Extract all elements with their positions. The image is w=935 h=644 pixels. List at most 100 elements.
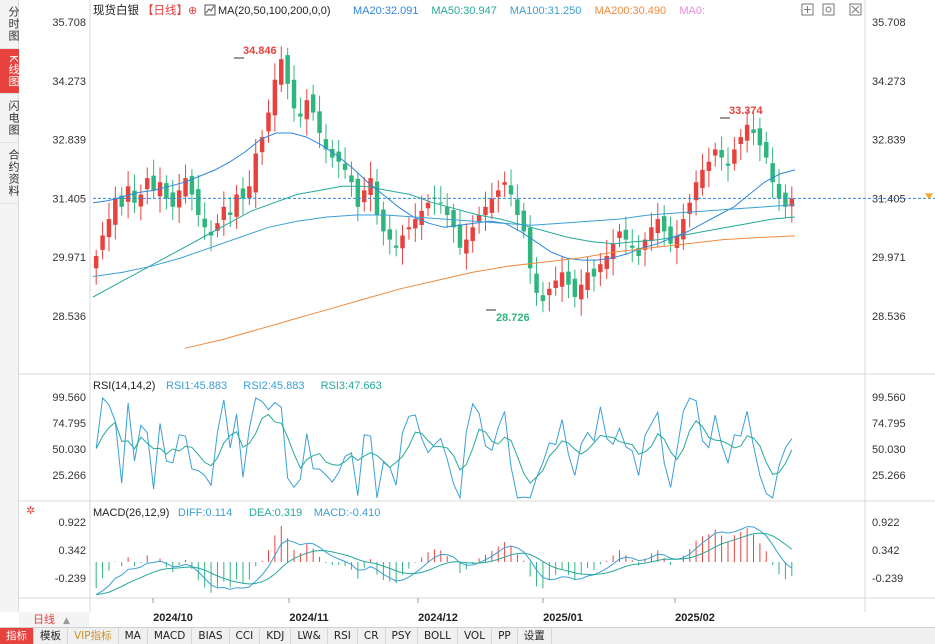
rsi-tick-left: 25.266 <box>52 470 86 482</box>
expand-icon[interactable] <box>801 3 814 16</box>
macd-tick-left: 0.922 <box>58 517 86 529</box>
candle-body <box>476 214 482 222</box>
candle-body <box>355 178 361 207</box>
price-tick-right: 29.971 <box>872 252 906 264</box>
candle-body <box>521 210 527 232</box>
time-tick-label: 2025/02 <box>675 612 715 624</box>
side-tab-0[interactable]: 分时图 <box>0 0 20 49</box>
candle-body <box>566 271 571 285</box>
candle-body <box>183 178 188 197</box>
candle-body <box>604 255 609 270</box>
chart-canvas[interactable]: 现货白银 【日线】 ⊕ MA(20,50,100,200,0,0) MA20:3… <box>0 0 935 627</box>
time-tick-label: 2024/12 <box>418 612 458 624</box>
toolbar-tab-14[interactable]: PP <box>492 628 518 644</box>
toolbar-tab-5[interactable]: BIAS <box>192 628 230 644</box>
side-tab-3[interactable]: 合约资料 <box>0 143 20 205</box>
candle-body <box>534 273 539 293</box>
candle-body <box>540 295 546 302</box>
candle-body <box>700 169 705 189</box>
chart-icon[interactable] <box>204 4 216 16</box>
candle-body <box>655 219 661 234</box>
candle-body <box>406 227 412 230</box>
candle-body <box>553 280 558 289</box>
rsi-tick-right: 50.030 <box>872 444 906 456</box>
candle-body <box>744 124 750 141</box>
candle-body <box>732 149 737 164</box>
candle-body <box>323 139 329 150</box>
toolbar-tab-2[interactable]: VIP指标 <box>68 628 119 644</box>
toolbar-tab-12[interactable]: BOLL <box>418 628 458 644</box>
candle-body <box>234 194 239 217</box>
toolbar-tab-0[interactable]: 指标 <box>0 628 34 644</box>
side-tab-2[interactable]: 闪电图 <box>0 94 20 144</box>
candle-body <box>470 227 475 241</box>
candle-body <box>266 112 271 132</box>
price-tick-left: 29.971 <box>52 252 86 264</box>
price-tick-left: 28.536 <box>52 311 86 323</box>
period-selector[interactable]: 日线 ▲ <box>19 612 89 627</box>
price-tick-left: 31.405 <box>52 193 86 205</box>
add-indicator-icon[interactable]: ⊕ <box>188 5 197 17</box>
diff-line <box>95 526 793 595</box>
candle-body <box>764 141 769 158</box>
candle-body <box>578 284 584 300</box>
toolbar-tab-10[interactable]: CR <box>358 628 386 644</box>
candle-body <box>719 149 724 158</box>
candle-body <box>681 219 686 240</box>
candle-body <box>438 202 444 204</box>
toolbar-tab-15[interactable]: 设置 <box>518 628 552 644</box>
rsi-axis: 99.560 99.560 74.795 74.795 50.030 50.030 25.2… <box>52 392 905 482</box>
candle-body <box>298 113 303 117</box>
toolbar-tab-6[interactable]: CCI <box>230 628 261 644</box>
close-icon[interactable] <box>849 3 862 16</box>
candle-body <box>783 192 788 207</box>
candle-body <box>770 163 775 183</box>
ma50-line <box>92 185 796 298</box>
candle-body <box>259 137 265 153</box>
candle-body <box>240 188 246 199</box>
candle-body <box>208 231 214 236</box>
price-tick-right: 35.708 <box>872 17 906 29</box>
candle-body <box>125 186 131 202</box>
rsi-tick-left: 50.030 <box>52 444 86 456</box>
ma-legend-item: MA0: <box>679 5 705 17</box>
candle-body <box>527 227 533 269</box>
rsi-legend-item: RSI2:45.883 <box>243 380 304 392</box>
macd-gear-icon[interactable]: ✲ <box>26 505 35 517</box>
toolbar-tab-7[interactable]: KDJ <box>260 628 292 644</box>
rsi-header: RSI(14,14,2) RSI1:45.883 RSI2:45.883 RSI3:… <box>93 380 382 392</box>
toolbar-tab-13[interactable]: VOL <box>458 628 493 644</box>
toolbar-tab-3[interactable]: MA <box>119 628 148 644</box>
price-tick-right: 31.405 <box>872 193 906 205</box>
macd-legend-item: DIFF:0.114 <box>178 507 232 519</box>
candle-body <box>279 59 284 85</box>
candle-body <box>649 227 654 242</box>
toolbar-tab-8[interactable]: LW& <box>291 628 328 644</box>
macd-title: MACD(26,12,9) <box>93 507 169 519</box>
candle-body <box>444 206 450 215</box>
ma-params: MA(20,50,100,200,0,0) <box>218 5 331 17</box>
candle-body <box>789 198 795 207</box>
price-tick-left: 35.708 <box>52 17 86 29</box>
ma200-line <box>184 235 796 349</box>
toolbar-tab-11[interactable]: PSY <box>386 628 418 644</box>
toolbar-tab-4[interactable]: MACD <box>148 628 193 644</box>
candle-body <box>668 226 673 244</box>
candle-body <box>483 206 488 216</box>
macd-legend-item: DEA:0.319 <box>249 507 302 519</box>
rsi-tick-right: 74.795 <box>872 418 906 430</box>
candle-body <box>757 128 763 146</box>
toolbar-tab-9[interactable]: RSI <box>328 628 358 644</box>
rsi-legend-item: RSI3:47.663 <box>321 380 382 392</box>
side-tabs: 分时图 K线图 闪电图 合约资料 <box>0 0 20 612</box>
candle-body <box>496 190 501 197</box>
candle-body <box>776 184 782 199</box>
candle-body <box>591 268 597 277</box>
instrument-title: 现货白银 <box>93 3 139 17</box>
side-tab-1[interactable]: K线图 <box>0 49 20 95</box>
candle-body <box>508 185 514 195</box>
toolbar-tab-1[interactable]: 模板 <box>34 628 68 644</box>
candle-body <box>247 186 252 199</box>
settings-icon[interactable] <box>822 3 835 16</box>
chart-icon-line <box>205 5 215 14</box>
